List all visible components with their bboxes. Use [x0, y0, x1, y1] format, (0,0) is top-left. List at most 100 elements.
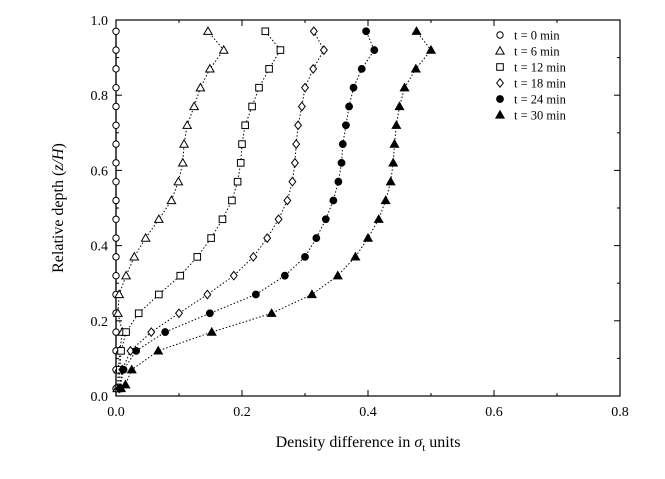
data-point — [255, 83, 263, 92]
data-point — [373, 214, 384, 223]
data-point — [241, 121, 249, 130]
data-point — [338, 140, 347, 148]
data-point — [189, 101, 200, 111]
data-point — [203, 289, 212, 300]
data-point — [265, 65, 273, 73]
data-point — [297, 101, 306, 112]
data-point — [248, 102, 256, 111]
legend-label: t = 12 min — [514, 61, 567, 75]
data-point — [312, 234, 321, 242]
legend-label: t = 30 min — [514, 109, 567, 123]
data-point — [283, 195, 292, 206]
data-point — [337, 158, 346, 167]
data-point — [153, 214, 164, 223]
data-point — [249, 251, 258, 262]
data-point — [391, 120, 402, 129]
data-point — [161, 328, 170, 336]
data-point — [122, 328, 130, 336]
data-point — [261, 27, 270, 36]
y-tick-label: 0.4 — [91, 240, 109, 255]
data-point — [218, 215, 227, 224]
legend-label: t = 18 min — [514, 77, 567, 91]
legend-marker — [495, 77, 505, 89]
data-point — [112, 121, 120, 129]
data-point — [292, 139, 301, 150]
data-point — [114, 289, 125, 299]
data-point — [112, 65, 120, 73]
data-point — [119, 365, 128, 374]
axis-tick-labels: 0.0 0.2 0.4 0.6 0.8 0.0 0.2 0.4 0.6 0.8 1.0 — [91, 14, 629, 420]
legend-marker — [496, 31, 504, 39]
axis-ticks — [115, 19, 621, 397]
x-tick-label: 0.8 — [611, 405, 629, 420]
data-point — [342, 121, 350, 130]
series-4 — [115, 27, 379, 393]
legend-item: t = 18 min — [495, 77, 567, 91]
series-line — [119, 31, 375, 389]
data-point — [266, 308, 277, 317]
series-1 — [112, 26, 229, 393]
y-tick-label: 0.6 — [91, 164, 109, 179]
data-point — [332, 270, 343, 280]
legend-marker — [496, 63, 504, 71]
legend-marker — [494, 109, 506, 119]
data-point — [195, 82, 206, 92]
data-point — [233, 177, 242, 186]
data-point — [288, 176, 297, 187]
data-point — [229, 270, 238, 281]
data-point — [357, 64, 366, 73]
data-point — [173, 176, 184, 186]
data-point — [174, 308, 184, 319]
data-point — [410, 63, 421, 73]
data-point — [350, 251, 361, 261]
data-point — [276, 46, 285, 54]
x-tick-label: 0.4 — [359, 405, 377, 420]
data-point — [112, 253, 120, 261]
y-axis-title: Relative depth (z/H) — [50, 143, 67, 273]
data-point — [205, 309, 214, 318]
data-point — [319, 45, 328, 56]
data-point — [207, 234, 215, 242]
data-point — [274, 214, 283, 225]
legend-item: t = 24 min — [496, 93, 567, 107]
data-point — [236, 159, 245, 167]
data-point — [306, 289, 317, 299]
data-point — [362, 27, 371, 36]
data-point — [370, 46, 379, 54]
data-point — [132, 346, 141, 355]
data-point — [321, 215, 330, 224]
y-tick-label: 0.8 — [91, 89, 109, 104]
data-point — [309, 26, 318, 37]
x-tick-label: 0.6 — [485, 405, 503, 420]
series-0 — [112, 27, 120, 396]
legend: t = 0 min t = 6 min t = 12 min t = 18 min t … — [494, 29, 567, 123]
x-tick-label: 0.2 — [233, 405, 251, 420]
legend-label: t = 0 min — [514, 29, 560, 43]
legend-item: t = 0 min — [496, 29, 560, 43]
data-point — [112, 328, 120, 336]
data-point — [228, 196, 236, 205]
data-point — [385, 176, 396, 186]
data-point — [112, 27, 120, 35]
data-point — [380, 195, 391, 205]
data-point — [112, 46, 120, 54]
data-point — [112, 271, 120, 280]
data-point — [126, 364, 137, 374]
y-tick-label: 1.0 — [91, 14, 109, 29]
data-point — [182, 120, 193, 129]
data-point — [399, 82, 410, 92]
data-point — [294, 120, 303, 131]
series-line — [120, 30, 432, 389]
data-point — [140, 232, 151, 242]
series-2 — [114, 27, 285, 393]
x-axis-title: Density difference in σt units — [276, 434, 461, 454]
data-point — [301, 252, 309, 261]
data-point — [112, 102, 120, 111]
series-3 — [115, 26, 328, 394]
legend-item: t = 12 min — [496, 61, 567, 75]
data-point — [251, 290, 260, 299]
data-point — [112, 308, 123, 317]
data-point — [389, 138, 400, 148]
data-point — [155, 290, 163, 299]
data-point — [300, 82, 310, 93]
